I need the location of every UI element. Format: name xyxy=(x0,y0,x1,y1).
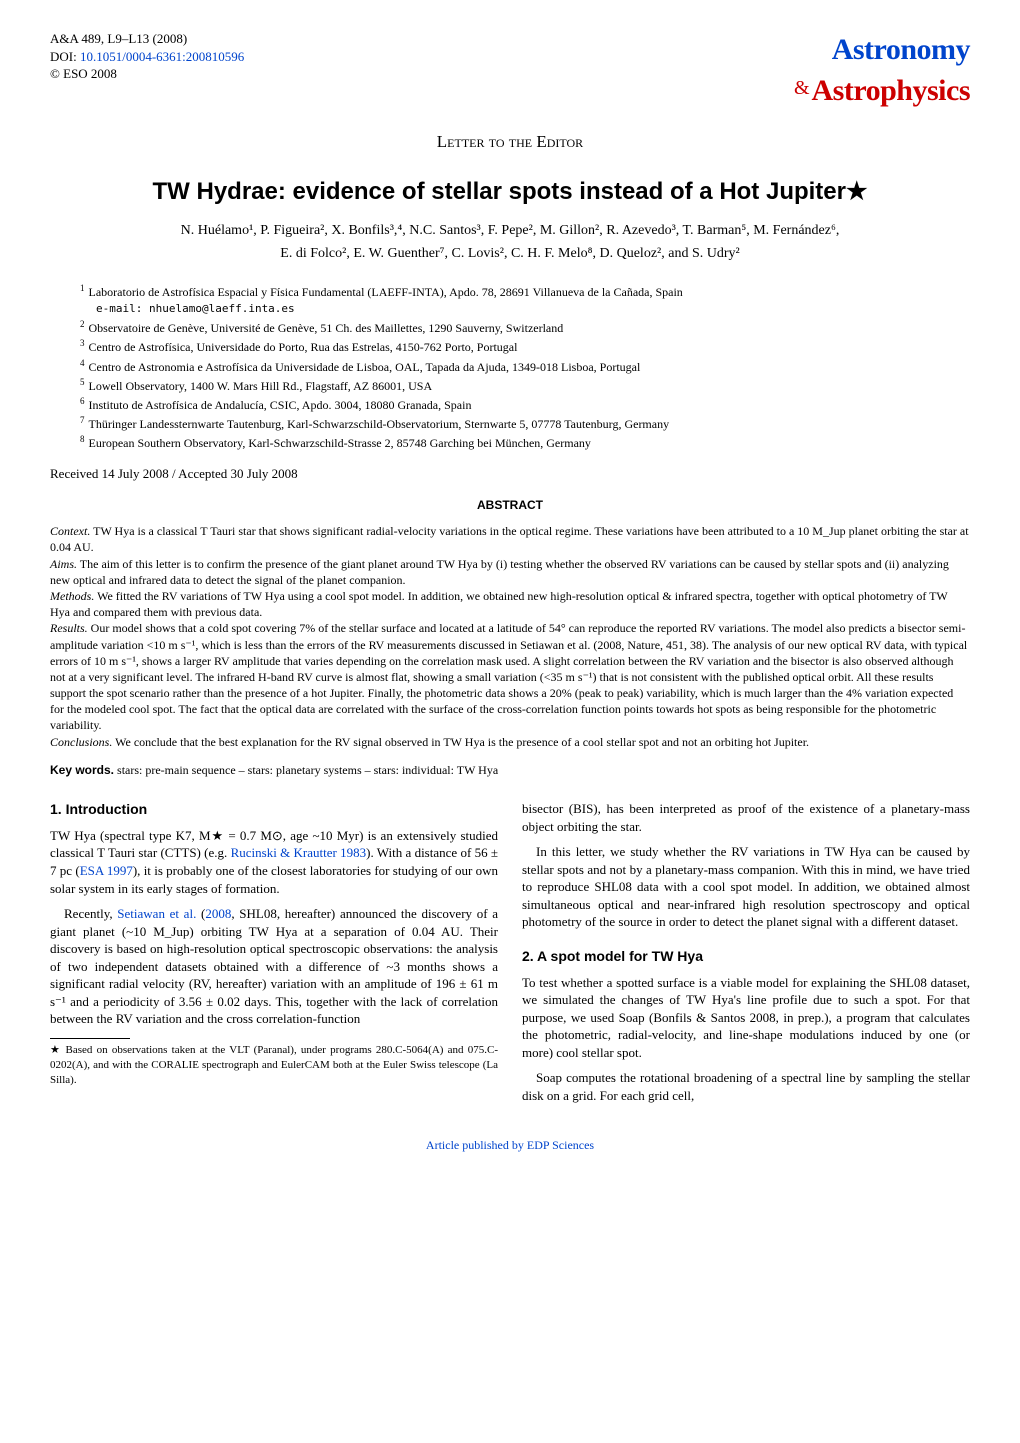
journal-name-bottom: &Astrophysics xyxy=(794,71,970,112)
citation-link[interactable]: ESA 1997 xyxy=(80,863,133,878)
affiliation-item: 3 Centro de Astrofísica, Universidade do … xyxy=(80,337,970,355)
aff-text: Centro de Astronomia e Astrofísica da Un… xyxy=(89,360,641,374)
section-2-p1: To test whether a spotted surface is a v… xyxy=(522,974,970,1062)
aff-text: Thüringer Landessternwarte Tautenburg, K… xyxy=(89,417,670,431)
p2-text-a: Recently, xyxy=(64,906,117,921)
section-1-heading: 1. Introduction xyxy=(50,800,498,819)
aff-text: European Southern Observatory, Karl-Schw… xyxy=(89,436,591,450)
abstract-block: Context. TW Hya is a classical T Tauri s… xyxy=(50,523,970,750)
left-column: 1. Introduction TW Hya (spectral type K7… xyxy=(50,800,498,1113)
p2-text-c: , SHL08, hereafter) announced the discov… xyxy=(50,906,498,1026)
footnote-rule xyxy=(50,1038,130,1039)
abs-label-context: Context. xyxy=(50,524,90,538)
affiliation-item: 6 Instituto de Astrofísica de Andalucía, … xyxy=(80,395,970,413)
aff-email: e-mail: nhuelamo@laeff.inta.es xyxy=(96,302,295,315)
copyright-line: © ESO 2008 xyxy=(50,65,244,83)
abstract-aims: Aims. The aim of this letter is to confi… xyxy=(50,556,970,588)
p2-text-b: ( xyxy=(196,906,205,921)
aff-num: 8 xyxy=(80,434,85,444)
citation-line: A&A 489, L9–L13 (2008) xyxy=(50,30,244,48)
aff-text: Lowell Observatory, 1400 W. Mars Hill Rd… xyxy=(89,379,433,393)
affiliations-list: 1 Laboratorio de Astrofísica Espacial y F… xyxy=(80,282,970,451)
abstract-conclusions: Conclusions. We conclude that the best e… xyxy=(50,734,970,750)
col2-p2: In this letter, we study whether the RV … xyxy=(522,843,970,931)
abs-label-methods: Methods. xyxy=(50,589,94,603)
affiliation-item: 8 European Southern Observatory, Karl-Sch… xyxy=(80,433,970,451)
section-2-p2: Soap computes the rotational broadening … xyxy=(522,1069,970,1104)
aff-text: Instituto de Astrofísica de Andalucía, C… xyxy=(89,398,472,412)
abs-label-aims: Aims. xyxy=(50,557,77,571)
authors-line-2: E. di Folco², E. W. Guenther⁷, C. Lovis²… xyxy=(50,245,970,264)
received-line: Received 14 July 2008 / Accepted 30 July… xyxy=(50,465,970,483)
aff-num: 5 xyxy=(80,377,85,387)
aff-num: 3 xyxy=(80,338,85,348)
citation-link[interactable]: 2008 xyxy=(205,906,231,921)
citation-link[interactable]: Setiawan et al. xyxy=(117,906,196,921)
affiliation-item: 5 Lowell Observatory, 1400 W. Mars Hill R… xyxy=(80,376,970,394)
aff-num: 7 xyxy=(80,415,85,425)
aff-text: Laboratorio de Astrofísica Espacial y Fí… xyxy=(89,285,683,299)
journal-logo: Astronomy &Astrophysics xyxy=(794,30,970,111)
section-1-p1: TW Hya (spectral type K7, M★ = 0.7 M⊙, a… xyxy=(50,827,498,897)
header-meta: A&A 489, L9–L13 (2008) DOI: 10.1051/0004… xyxy=(50,30,244,83)
ampersand-icon: & xyxy=(794,77,810,99)
affiliation-item: 1 Laboratorio de Astrofísica Espacial y F… xyxy=(80,282,970,317)
abs-text-methods: We fitted the RV variations of TW Hya us… xyxy=(50,589,948,619)
aff-num: 2 xyxy=(80,319,85,329)
citation-link[interactable]: Rucinski & Krautter 1983 xyxy=(231,845,367,860)
journal-name-top: Astronomy xyxy=(794,30,970,71)
authors-line-1: N. Huélamo¹, P. Figueira², X. Bonfils³,⁴… xyxy=(50,222,970,241)
abstract-results: Results. Our model shows that a cold spo… xyxy=(50,620,970,733)
abs-text-aims: The aim of this letter is to confirm the… xyxy=(50,557,949,587)
keywords-label: Key words. xyxy=(50,763,114,777)
letter-heading: Letter to the Editor xyxy=(50,131,970,154)
abstract-methods: Methods. We fitted the RV variations of … xyxy=(50,588,970,620)
abstract-context: Context. TW Hya is a classical T Tauri s… xyxy=(50,523,970,555)
footnote-text: ★ Based on observations taken at the VLT… xyxy=(50,1043,498,1088)
doi-label: DOI: xyxy=(50,49,80,64)
abs-label-results: Results. xyxy=(50,621,88,635)
abs-text-context: TW Hya is a classical T Tauri star that … xyxy=(50,524,969,554)
doi-line: DOI: 10.1051/0004-6361:200810596 xyxy=(50,48,244,66)
section-2-heading: 2. A spot model for TW Hya xyxy=(522,947,970,966)
aff-num: 1 xyxy=(80,283,85,293)
col2-p1: bisector (BIS), has been interpreted as … xyxy=(522,800,970,835)
aff-text: Observatoire de Genève, Université de Ge… xyxy=(89,321,564,335)
doi-link[interactable]: 10.1051/0004-6361:200810596 xyxy=(80,49,244,64)
footer-publisher-link[interactable]: Article published by EDP Sciences xyxy=(50,1137,970,1153)
abs-text-conclusions: We conclude that the best explanation fo… xyxy=(112,735,809,749)
aff-num: 6 xyxy=(80,396,85,406)
right-column: bisector (BIS), has been interpreted as … xyxy=(522,800,970,1113)
journal-name-bottom-text: Astrophysics xyxy=(812,74,970,107)
abs-text-results: Our model shows that a cold spot coverin… xyxy=(50,621,967,732)
keywords-line: Key words. stars: pre-main sequence – st… xyxy=(50,762,970,778)
body-columns: 1. Introduction TW Hya (spectral type K7… xyxy=(50,800,970,1113)
abs-label-conclusions: Conclusions. xyxy=(50,735,112,749)
affiliation-item: 4 Centro de Astronomia e Astrofísica da U… xyxy=(80,357,970,375)
affiliation-item: 7 Thüringer Landessternwarte Tautenburg, … xyxy=(80,414,970,432)
aff-text: Centro de Astrofísica, Universidade do P… xyxy=(89,340,518,354)
aff-num: 4 xyxy=(80,358,85,368)
affiliation-item: 2 Observatoire de Genève, Université de G… xyxy=(80,318,970,336)
header: A&A 489, L9–L13 (2008) DOI: 10.1051/0004… xyxy=(50,30,970,111)
keywords-text: stars: pre-main sequence – stars: planet… xyxy=(114,763,498,777)
paper-title: TW Hydrae: evidence of stellar spots ins… xyxy=(50,176,970,208)
section-1-p2: Recently, Setiawan et al. (2008, SHL08, … xyxy=(50,905,498,1028)
abstract-heading: ABSTRACT xyxy=(50,497,970,513)
